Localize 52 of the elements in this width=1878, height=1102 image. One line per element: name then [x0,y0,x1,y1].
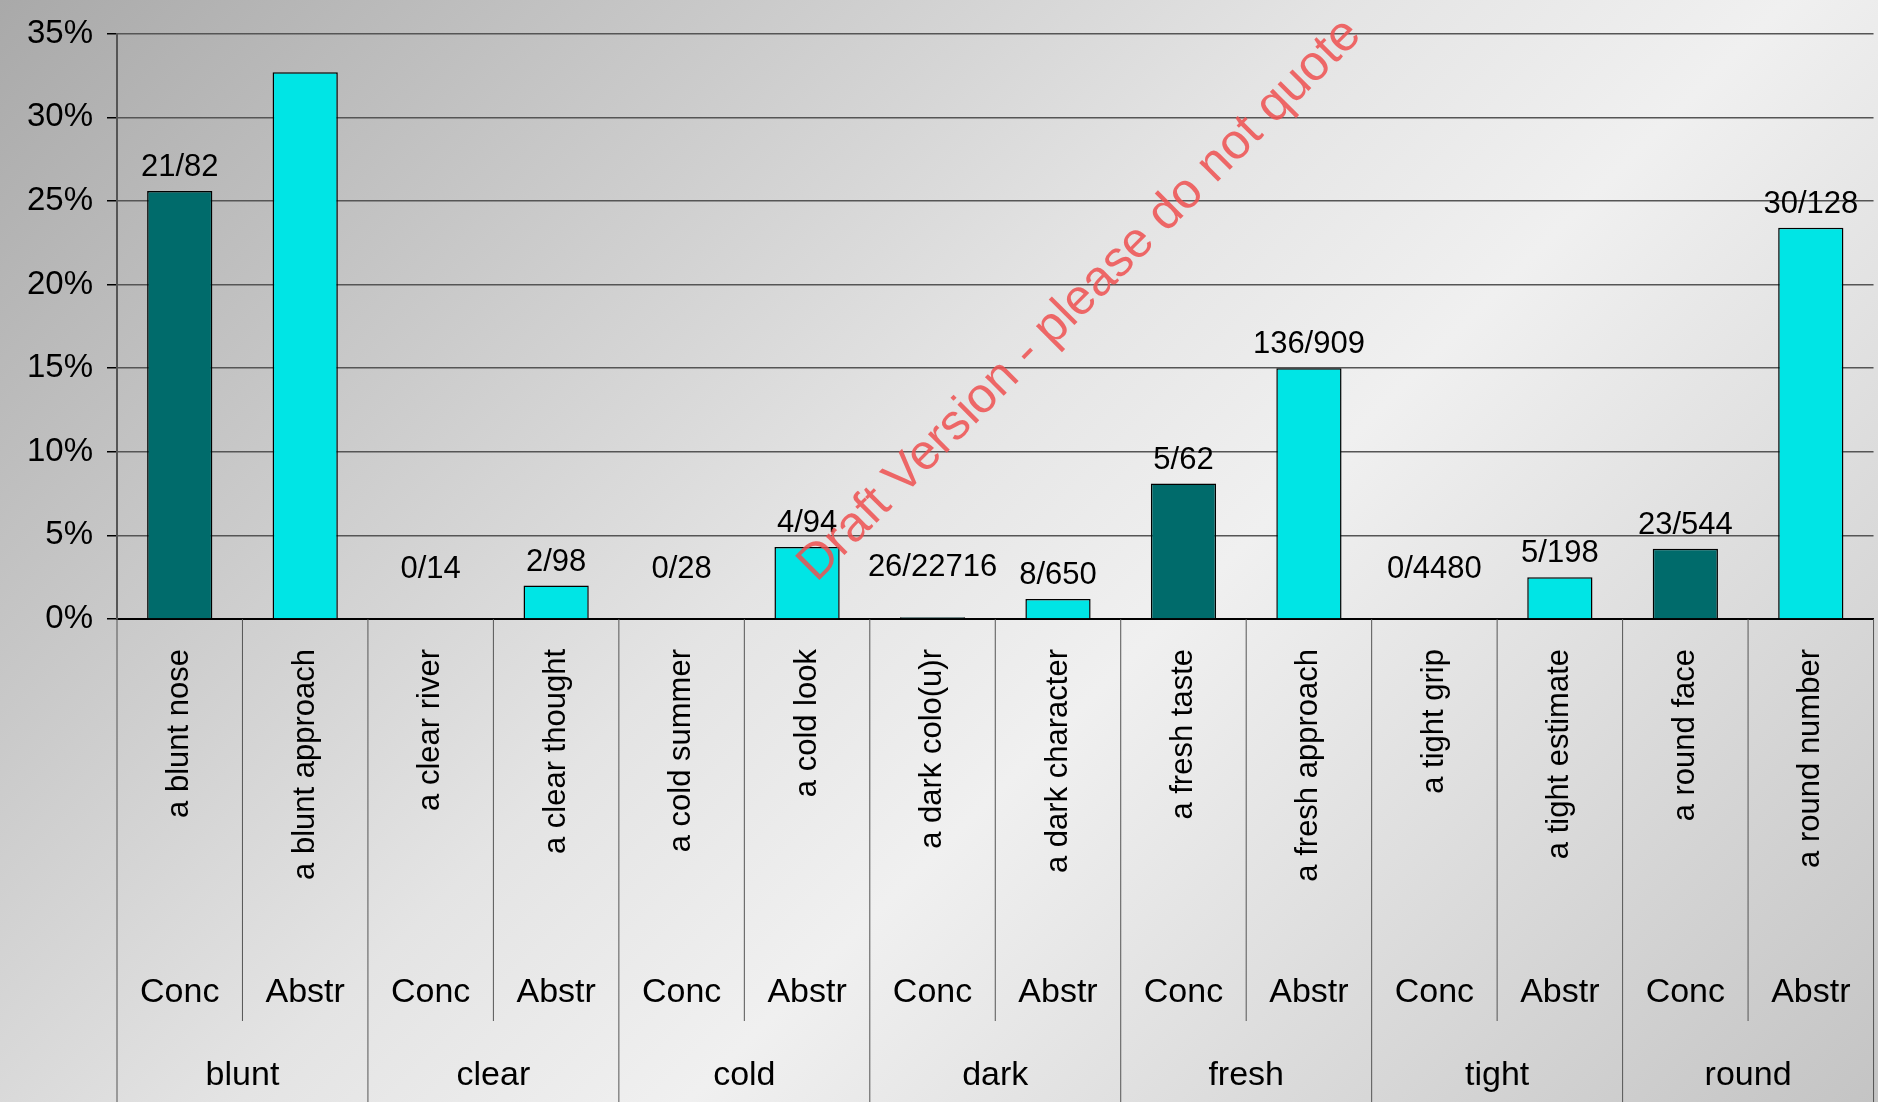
x-tick-label: a clear thought [536,648,572,855]
text: Abstr [1771,971,1851,1010]
text: tight [1465,1054,1530,1093]
x-tick-label: a cold summer [662,649,698,853]
text: clear [456,1054,531,1093]
data-label: 2/98 [525,542,587,578]
x-tick-label: a dark colo(u)r [913,649,949,849]
x-tick-label: a tight grip [1414,649,1450,794]
data-label: 21/82 [140,148,219,184]
data-label: 23/544 [1637,505,1733,541]
y-tick-label: 10% [26,430,93,468]
text: Conc [641,971,722,1010]
y-tick-label: 0% [45,598,93,636]
text: Conc [390,971,471,1010]
text: Conc [140,971,220,1010]
text: Conc [1143,971,1224,1010]
x-tick-label: a blunt approach [285,649,321,880]
text: Conc [892,971,973,1010]
text: round [1704,1054,1792,1093]
x-tick-label: a dark character [1038,649,1074,873]
text: Abstr [1018,971,1098,1010]
x-tick-label: a clear river [411,649,447,811]
data-label: 8/650 [1019,555,1097,591]
text: cold [713,1054,776,1093]
x-tick-label: a cold look [787,648,823,798]
data-label: 0/14 [400,550,461,586]
x-tick-label: a round face [1665,649,1701,822]
text: Abstr [265,971,345,1010]
x-tick-label: a tight estimate [1540,649,1576,860]
text: blunt [205,1054,280,1093]
data-label: 0/4480 [1386,550,1482,586]
x-tick-label: a blunt nose [160,649,196,818]
y-tick-label: 15% [26,347,93,385]
text: Conc [1645,971,1726,1010]
data-label: 136/909 [1252,325,1365,361]
y-tick-label: 35% [26,12,93,50]
x-tick-label: a fresh taste [1164,649,1200,820]
text: dark [962,1054,1030,1093]
text: Abstr [1269,971,1349,1010]
y-tick-label: 30% [26,96,93,134]
x-tick-label: a round number [1791,649,1827,868]
data-label: 5/198 [1521,534,1599,570]
text: Abstr [516,971,596,1010]
text: fresh [1208,1054,1284,1093]
y-tick-label: 5% [45,514,93,552]
y-tick-label: 25% [26,180,93,218]
text: Conc [1394,971,1475,1010]
x-tick-label: a fresh approach [1289,649,1325,882]
y-tick-label: 20% [26,263,93,301]
text: Abstr [1520,971,1600,1010]
data-label: 0/28 [651,550,712,586]
text: Abstr [767,971,847,1010]
